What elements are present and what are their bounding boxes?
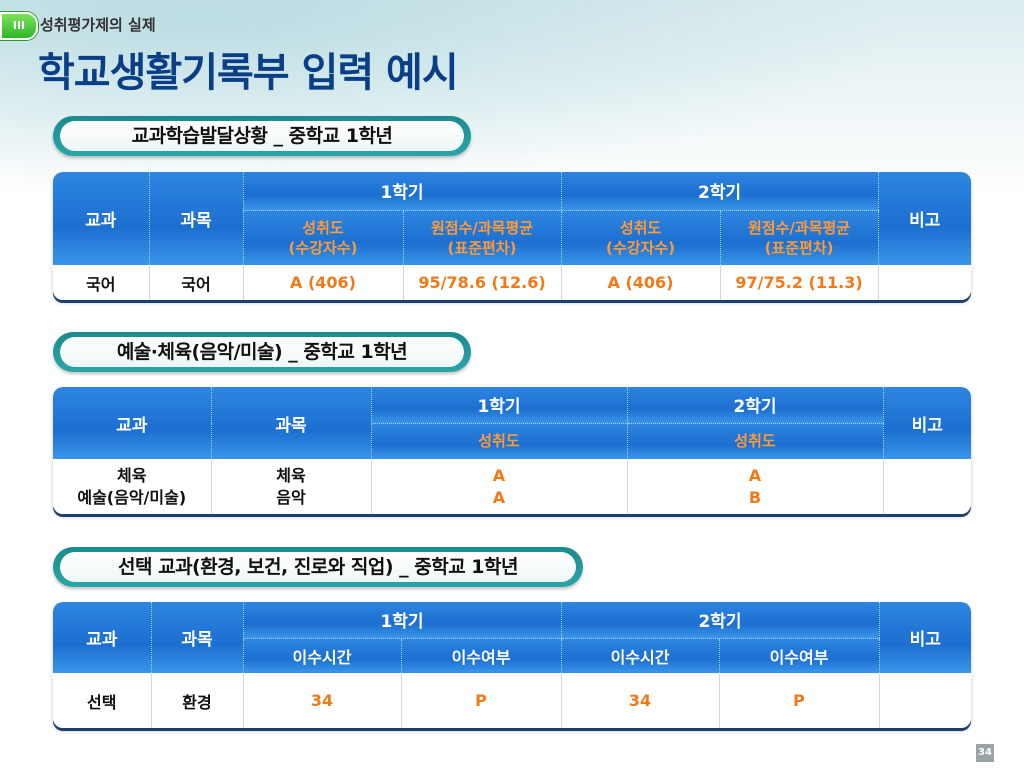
subheader-achievement: 성취도 — [370, 423, 627, 459]
cell-value: P — [718, 673, 880, 728]
cell-value: A A — [370, 459, 627, 514]
table1-caption-text: 교과학습발달상황 _ 중학교 1학년 — [60, 121, 464, 151]
header-subject: 교과 — [53, 172, 149, 265]
cell-subject: 체육 예술(음악/미술) — [53, 459, 211, 514]
table-row: 국어 국어 A (406) 95/78.6 (12.6) A (406) 97/… — [53, 265, 971, 300]
cell-value: 34 — [560, 673, 720, 728]
subheader-achievement: 성취도 — [626, 423, 883, 459]
table3: 교과 과목 1학기 2학기 비고 이수시간 이수여부 이수시간 이수여부 선택 … — [53, 602, 971, 728]
cell-course: 환경 — [150, 673, 243, 728]
section-label: 성취평가제의 실제 — [40, 16, 156, 34]
cell-value: A B — [626, 459, 883, 514]
table-row: 체육 예술(음악/미술) 체육 음악 A A A B — [53, 459, 971, 514]
table1-caption: 교과학습발달상황 _ 중학교 1학년 — [53, 116, 471, 156]
table3-caption-text: 선택 교과(환경, 보건, 진로와 직업) _ 중학교 1학년 — [60, 552, 576, 582]
header-semester-1: 1학기 — [242, 602, 562, 639]
cell-course: 체육 음악 — [210, 459, 371, 514]
header-remarks: 비고 — [877, 172, 971, 265]
subheader-completion: 이수여부 — [400, 638, 562, 673]
header-semester-2: 2학기 — [626, 387, 883, 424]
header-semester-2: 2학기 — [560, 172, 879, 211]
subheader-achievement: 성취도 (수강자수) — [242, 210, 403, 265]
chapter-badge: III — [0, 12, 38, 40]
cell-value: 97/75.2 (11.3) — [719, 265, 879, 300]
header-subject: 교과 — [53, 387, 211, 459]
cell-value: A (406) — [560, 265, 721, 300]
subheader-raw-score: 원점수/과목평균 (표준편차) — [402, 210, 562, 265]
cell-value: P — [400, 673, 562, 728]
subheader-hours: 이수시간 — [560, 638, 720, 673]
header-semester-2: 2학기 — [560, 602, 880, 639]
header-course: 과목 — [150, 602, 243, 673]
cell-value: 95/78.6 (12.6) — [402, 265, 562, 300]
subheader-achievement: 성취도 (수강자수) — [560, 210, 721, 265]
header-course: 과목 — [210, 387, 371, 459]
table3-caption: 선택 교과(환경, 보건, 진로와 직업) _ 중학교 1학년 — [53, 547, 583, 587]
page-number: 34 — [976, 744, 994, 762]
page-title: 학교생활기록부 입력 예시 — [38, 50, 459, 96]
header-remarks: 비고 — [882, 387, 971, 459]
cell-value: A (406) — [242, 265, 403, 300]
table2-caption: 예술·체육(음악/미술) _ 중학교 1학년 — [53, 332, 471, 372]
subheader-completion: 이수여부 — [718, 638, 880, 673]
cell-subject: 선택 — [53, 673, 151, 728]
header-semester-1: 1학기 — [370, 387, 627, 424]
subheader-raw-score: 원점수/과목평균 (표준편차) — [719, 210, 879, 265]
table-row: 선택 환경 34 P 34 P — [53, 673, 971, 728]
header-course: 과목 — [148, 172, 243, 265]
cell-remarks — [877, 265, 971, 300]
subheader-hours: 이수시간 — [242, 638, 401, 673]
cell-remarks — [878, 673, 971, 728]
cell-remarks — [882, 459, 971, 514]
header-subject: 교과 — [53, 602, 151, 673]
table2-caption-text: 예술·체육(음악/미술) _ 중학교 1학년 — [60, 337, 464, 367]
table1: 교과 과목 1학기 2학기 비고 성취도 (수강자수) 원점수/과목평균 (표준… — [53, 172, 971, 300]
table2: 교과 과목 1학기 2학기 비고 성취도 성취도 체육 예술(음악/미술) 체육… — [53, 387, 971, 514]
header-remarks: 비고 — [878, 602, 971, 673]
cell-value: 34 — [242, 673, 401, 728]
cell-subject: 국어 — [53, 265, 149, 300]
cell-course: 국어 — [148, 265, 243, 300]
header-semester-1: 1학기 — [242, 172, 562, 211]
